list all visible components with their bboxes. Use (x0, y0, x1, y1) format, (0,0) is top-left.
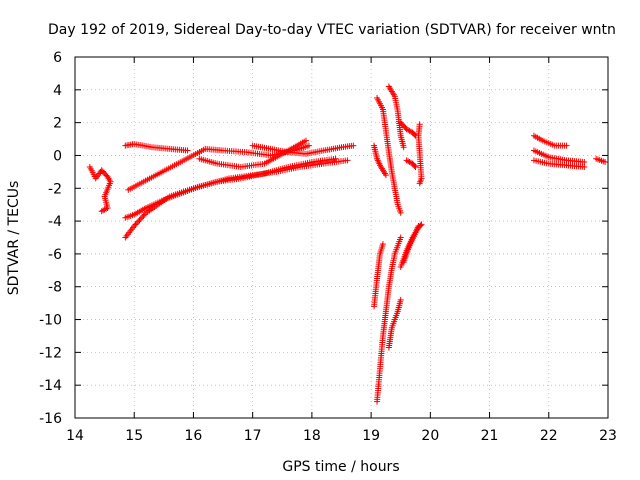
plot-frame (74, 56, 609, 419)
x-tick-label: 14 (66, 428, 84, 444)
y-tick-label: 6 (53, 50, 62, 66)
data-point-marker (397, 296, 404, 303)
data-point-marker (411, 131, 418, 138)
y-tick-label: -8 (48, 280, 62, 296)
data-point-marker (350, 142, 357, 149)
data-track-10 (385, 83, 407, 151)
y-tick-label: -10 (39, 313, 62, 329)
data-points (86, 83, 609, 405)
data-track-20 (530, 147, 588, 166)
data-track-19 (530, 132, 570, 149)
data-point-marker (400, 144, 407, 151)
data-track-1 (86, 163, 114, 215)
data-track-11 (397, 119, 419, 139)
data-track-6 (196, 137, 309, 170)
data-point-marker (135, 218, 142, 225)
data-point-marker (344, 157, 351, 164)
data-point-marker (140, 212, 147, 219)
y-tick-label: 2 (53, 116, 62, 132)
data-point-marker (132, 221, 139, 228)
data-point-marker (416, 180, 423, 187)
data-track-21 (530, 157, 588, 170)
data-point-marker (411, 162, 418, 169)
data-point-marker (397, 209, 404, 216)
x-axis-title: GPS time / hours (282, 459, 399, 475)
data-track-14 (374, 234, 404, 405)
data-point-marker (100, 207, 107, 214)
y-tick-label: -14 (39, 378, 62, 394)
y-tick-label: -16 (39, 411, 62, 427)
data-point-marker (137, 215, 144, 222)
grid-lines (75, 57, 608, 418)
data-track-2 (122, 140, 191, 154)
data-track-4 (122, 155, 339, 221)
y-tick-label: -2 (48, 181, 62, 197)
data-point-marker (136, 217, 143, 224)
data-point-marker (302, 137, 309, 144)
data-point-marker (139, 214, 146, 221)
x-tick-label: 19 (362, 428, 380, 444)
x-tick-label: 17 (244, 428, 262, 444)
data-track-12 (403, 157, 419, 170)
y-tick-label: 0 (53, 148, 62, 164)
data-track-16 (385, 296, 404, 351)
x-tick-label: 21 (481, 428, 499, 444)
data-point-marker (379, 241, 386, 248)
x-tick-label: 22 (540, 428, 558, 444)
data-track-22 (593, 155, 609, 166)
data-point-marker (133, 220, 140, 227)
data-point-marker (415, 223, 422, 230)
y-tick-label: -4 (48, 214, 62, 230)
data-track-5 (125, 142, 312, 193)
data-point-marker (98, 208, 105, 215)
data-point-marker (131, 223, 138, 230)
data-point-marker (581, 163, 588, 170)
data-point-marker (332, 155, 339, 162)
x-tick-label: 18 (303, 428, 321, 444)
y-axis-title: SDTVAR / TECUs (6, 181, 22, 296)
data-point-marker (602, 159, 609, 166)
data-point-marker (412, 163, 419, 170)
x-tick-label: 20 (421, 428, 439, 444)
data-track-18 (400, 223, 422, 266)
data-track-15 (371, 241, 386, 310)
data-point-marker (184, 147, 191, 154)
x-tick-label: 23 (599, 428, 617, 444)
data-point-marker (305, 142, 312, 149)
data-track-13 (415, 121, 425, 187)
data-point-marker (563, 142, 570, 149)
data-point-marker (382, 172, 389, 179)
y-tick-label: -6 (48, 247, 62, 263)
data-track-8 (371, 142, 389, 179)
y-tick-label: 4 (53, 83, 62, 99)
y-tick-label: -12 (39, 345, 62, 361)
x-tick-label: 15 (125, 428, 143, 444)
chart-title: Day 192 of 2019, Sidereal Day-to-day VTE… (48, 22, 616, 38)
data-track-9 (374, 95, 404, 216)
data-track-7 (249, 142, 357, 157)
data-point-marker (397, 234, 404, 241)
data-point-marker (141, 211, 148, 218)
x-tick-label: 16 (185, 428, 203, 444)
axis-ticks: 14 15 16 17 18 19 20 21 22 23-16-14-12-10-8-6-4-2… (39, 50, 617, 444)
